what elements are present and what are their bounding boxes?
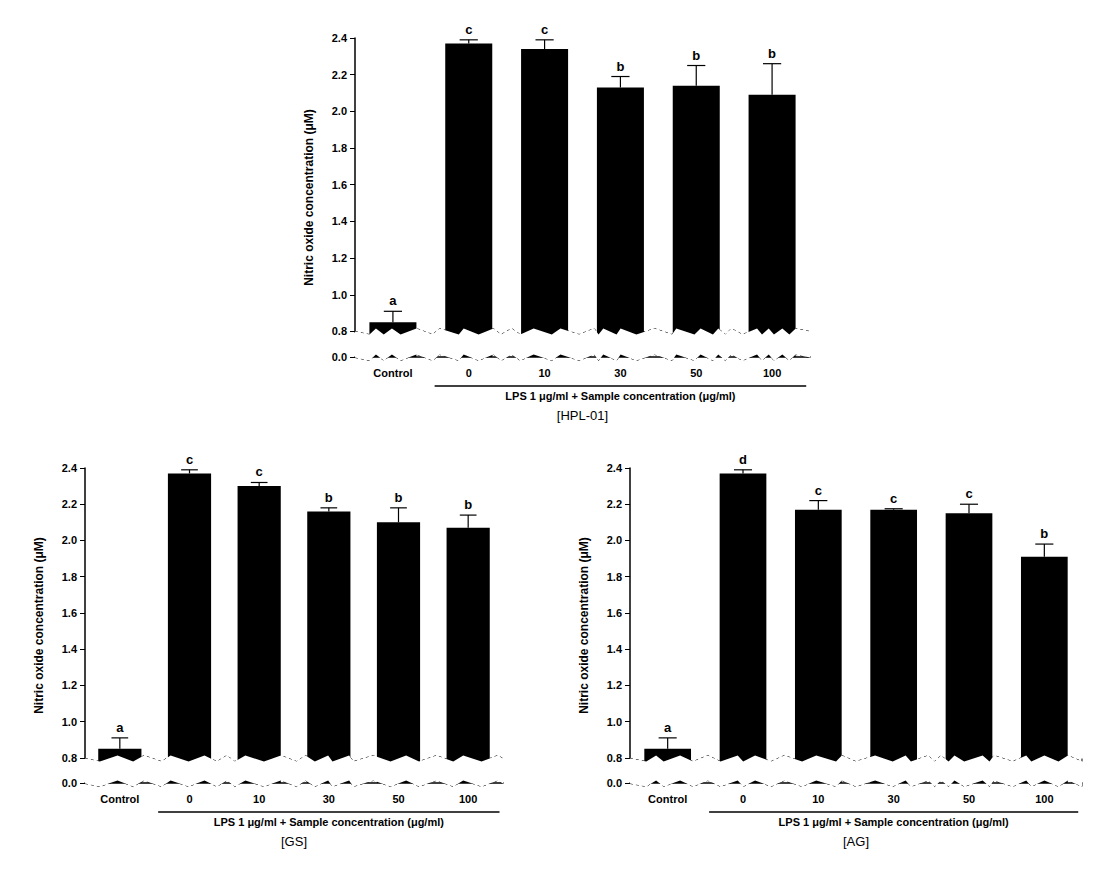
svg-text:1.4: 1.4 — [62, 643, 78, 655]
svg-text:c: c — [256, 464, 263, 479]
svg-text:1.2: 1.2 — [62, 679, 77, 691]
svg-text:1.6: 1.6 — [607, 607, 622, 619]
svg-text:30: 30 — [323, 793, 335, 805]
svg-text:0: 0 — [740, 793, 746, 805]
svg-text:10: 10 — [812, 793, 824, 805]
svg-text:30: 30 — [614, 367, 626, 379]
svg-text:0.8: 0.8 — [332, 325, 347, 337]
svg-text:100: 100 — [459, 793, 477, 805]
svg-text:b: b — [768, 46, 776, 61]
svg-text:1.2: 1.2 — [332, 252, 347, 264]
svg-text:100: 100 — [1035, 793, 1053, 805]
svg-text:0.0: 0.0 — [62, 777, 77, 789]
svg-text:Nitric oxide concentration (μM: Nitric oxide concentration (μM) — [302, 109, 316, 286]
svg-text:2.2: 2.2 — [62, 498, 77, 510]
svg-text:10: 10 — [538, 367, 550, 379]
svg-text:30: 30 — [888, 793, 900, 805]
svg-text:50: 50 — [690, 367, 702, 379]
svg-text:1.0: 1.0 — [62, 716, 77, 728]
svg-text:[GS]: [GS] — [281, 834, 307, 849]
svg-text:Control: Control — [648, 793, 687, 805]
svg-text:b: b — [692, 48, 700, 63]
svg-text:10: 10 — [253, 793, 265, 805]
svg-text:a: a — [116, 720, 124, 735]
svg-text:50: 50 — [963, 793, 975, 805]
svg-text:1.0: 1.0 — [332, 289, 347, 301]
svg-text:0: 0 — [186, 793, 192, 805]
svg-text:2.0: 2.0 — [332, 105, 347, 117]
svg-text:b: b — [616, 59, 624, 74]
svg-text:c: c — [965, 486, 972, 501]
svg-text:2.4: 2.4 — [332, 32, 348, 44]
svg-text:0.0: 0.0 — [607, 777, 622, 789]
svg-text:2.2: 2.2 — [607, 498, 622, 510]
svg-text:50: 50 — [392, 793, 404, 805]
svg-text:a: a — [389, 293, 397, 308]
svg-text:0.8: 0.8 — [62, 752, 77, 764]
svg-text:c: c — [815, 483, 822, 498]
svg-text:1.6: 1.6 — [332, 179, 347, 191]
svg-text:LPS 1 μg/ml + Sample concentra: LPS 1 μg/ml + Sample concentration (μg/m… — [505, 390, 735, 402]
svg-text:2.0: 2.0 — [62, 534, 77, 546]
svg-text:LPS 1 μg/ml + Sample concentra: LPS 1 μg/ml + Sample concentration (μg/m… — [779, 816, 1009, 828]
svg-text:b: b — [1040, 526, 1048, 541]
svg-text:100: 100 — [763, 367, 781, 379]
svg-text:b: b — [464, 497, 472, 512]
svg-text:0: 0 — [466, 367, 472, 379]
svg-text:[HPL-01]: [HPL-01] — [557, 408, 608, 423]
svg-text:1.8: 1.8 — [332, 142, 347, 154]
svg-text:2.0: 2.0 — [607, 534, 622, 546]
svg-text:2.2: 2.2 — [332, 69, 347, 81]
svg-text:1.2: 1.2 — [607, 679, 622, 691]
svg-text:c: c — [890, 491, 897, 506]
svg-text:1.8: 1.8 — [607, 571, 622, 583]
svg-text:Nitric oxide concentration (μM: Nitric oxide concentration (μM) — [32, 537, 46, 714]
svg-text:1.8: 1.8 — [62, 571, 77, 583]
svg-text:a: a — [664, 720, 672, 735]
svg-text:[AG]: [AG] — [843, 834, 869, 849]
svg-text:1.4: 1.4 — [607, 643, 623, 655]
svg-text:c: c — [541, 22, 548, 37]
svg-text:c: c — [465, 22, 472, 37]
svg-text:b: b — [325, 490, 333, 505]
svg-text:1.0: 1.0 — [607, 716, 622, 728]
svg-text:1.6: 1.6 — [62, 607, 77, 619]
svg-text:2.4: 2.4 — [62, 462, 78, 474]
svg-text:b: b — [395, 490, 403, 505]
svg-text:d: d — [739, 452, 747, 467]
svg-text:1.4: 1.4 — [332, 215, 348, 227]
svg-text:0.0: 0.0 — [332, 351, 347, 363]
svg-text:Control: Control — [373, 367, 412, 379]
svg-text:c: c — [186, 452, 193, 467]
svg-text:2.4: 2.4 — [607, 462, 623, 474]
svg-text:LPS 1 μg/ml + Sample concentra: LPS 1 μg/ml + Sample concentration (μg/m… — [214, 816, 444, 828]
svg-text:Nitric oxide concentration (μM: Nitric oxide concentration (μM) — [577, 537, 591, 714]
svg-text:Control: Control — [100, 793, 139, 805]
svg-text:0.8: 0.8 — [607, 752, 622, 764]
